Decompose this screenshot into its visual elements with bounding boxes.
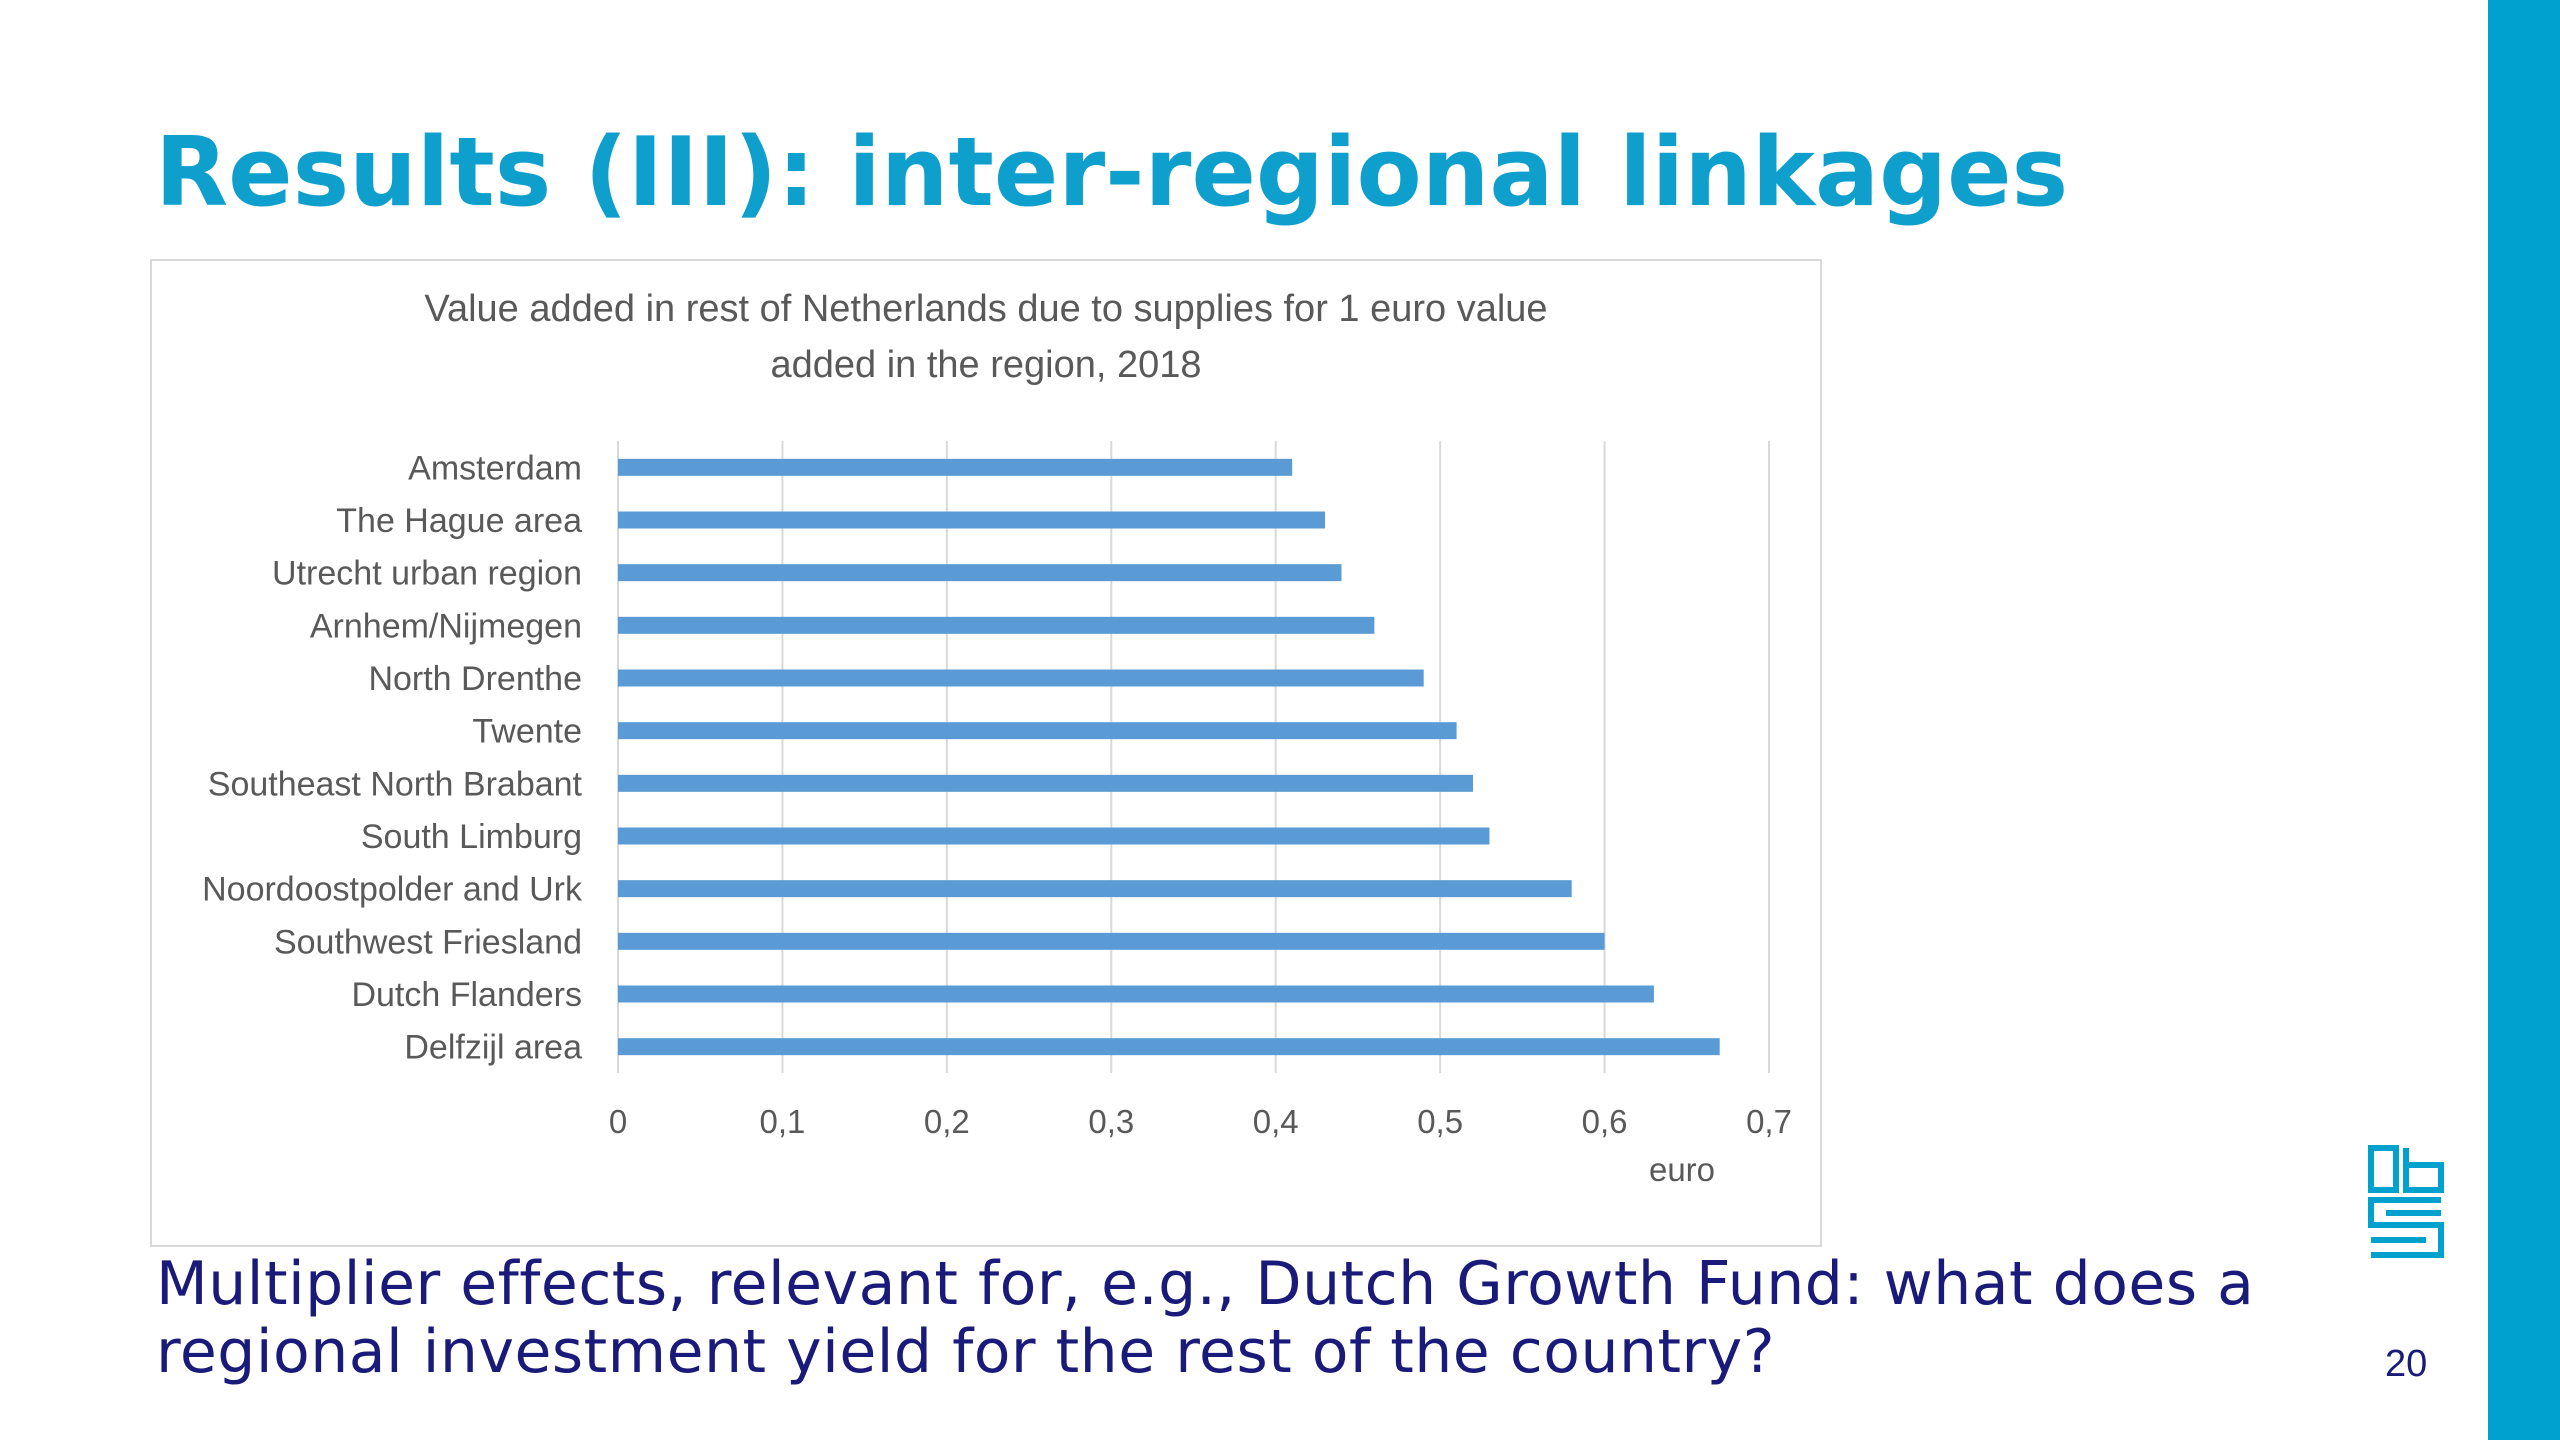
x-tick-label: 0 <box>609 1103 627 1140</box>
category-label: Dutch Flanders <box>351 976 582 1014</box>
bar <box>618 985 1654 1003</box>
bar <box>618 511 1326 529</box>
category-label: Utrecht urban region <box>272 555 582 593</box>
bar <box>618 774 1474 792</box>
bar <box>618 722 1457 740</box>
category-label: Arnhem/Nijmegen <box>310 607 582 645</box>
category-label: Southeast North Brabant <box>208 765 583 803</box>
bar <box>618 880 1572 898</box>
x-tick-label: 0,4 <box>1253 1103 1299 1140</box>
category-label: North Drenthe <box>368 660 582 698</box>
slide-caption: Multiplier effects, relevant for, e.g., … <box>156 1249 2255 1387</box>
bar <box>618 932 1605 950</box>
chart-frame: Value added in rest of Netherlands due t… <box>150 259 1822 1247</box>
category-label: Southwest Friesland <box>274 923 582 961</box>
bar <box>618 564 1342 582</box>
slide-title: Results (III): inter-regional linkages <box>155 118 2069 228</box>
bar <box>618 458 1293 476</box>
bar <box>618 669 1424 687</box>
category-label: Twente <box>472 713 582 751</box>
category-label: Delfzijl area <box>404 1029 582 1067</box>
category-label: Noordoostpolder and Urk <box>202 871 583 909</box>
bar <box>618 827 1490 845</box>
category-label: The Hague area <box>336 502 582 540</box>
page-number: 20 <box>2385 1343 2428 1385</box>
chart-title-line: Value added in rest of Netherlands due t… <box>424 288 1547 330</box>
x-tick-label: 0,1 <box>759 1103 805 1140</box>
x-axis-label: euro <box>1649 1151 1715 1188</box>
side-accent-bar <box>2488 0 2560 1440</box>
cbs-logo-icon <box>2368 1145 2444 1258</box>
x-tick-label: 0,3 <box>1088 1103 1134 1140</box>
category-label: Amsterdam <box>408 449 582 487</box>
bar <box>618 1038 1720 1056</box>
bar <box>618 616 1375 634</box>
category-label: South Limburg <box>361 818 582 856</box>
chart-title-line: added in the region, 2018 <box>770 344 1201 386</box>
x-tick-label: 0,6 <box>1582 1103 1628 1140</box>
x-tick-label: 0,5 <box>1417 1103 1463 1140</box>
x-tick-label: 0,7 <box>1746 1103 1792 1140</box>
bar-chart: Value added in rest of Netherlands due t… <box>202 288 1792 1188</box>
x-tick-label: 0,2 <box>924 1103 970 1140</box>
